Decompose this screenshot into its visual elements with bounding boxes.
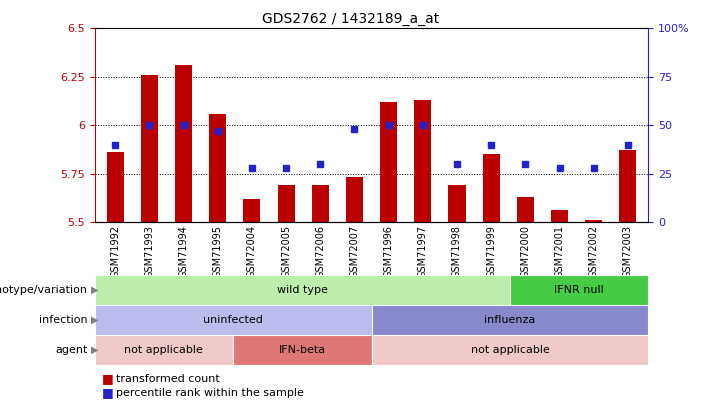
Text: GDS2762 / 1432189_a_at: GDS2762 / 1432189_a_at bbox=[262, 12, 439, 26]
Text: IFNR null: IFNR null bbox=[554, 285, 604, 295]
Text: ▶: ▶ bbox=[91, 285, 99, 295]
Text: infection: infection bbox=[39, 315, 88, 325]
Bar bbox=[510, 275, 648, 305]
Text: wild type: wild type bbox=[277, 285, 328, 295]
Bar bbox=[107, 152, 123, 222]
Text: IFN-beta: IFN-beta bbox=[279, 345, 326, 355]
Bar bbox=[243, 199, 261, 222]
Text: not applicable: not applicable bbox=[124, 345, 203, 355]
Bar bbox=[346, 177, 363, 222]
Bar bbox=[95, 275, 510, 305]
Bar bbox=[372, 305, 648, 335]
Text: percentile rank within the sample: percentile rank within the sample bbox=[116, 388, 304, 398]
Text: ▶: ▶ bbox=[91, 315, 99, 325]
Bar bbox=[414, 100, 431, 222]
Bar bbox=[95, 335, 233, 364]
Text: ■: ■ bbox=[102, 386, 114, 399]
Bar bbox=[620, 150, 637, 222]
Text: ■: ■ bbox=[102, 372, 114, 385]
Bar bbox=[517, 197, 534, 222]
Bar bbox=[278, 185, 294, 222]
Bar bbox=[551, 210, 568, 222]
Text: transformed count: transformed count bbox=[116, 374, 219, 384]
Bar bbox=[209, 113, 226, 222]
Bar bbox=[233, 335, 372, 364]
Bar bbox=[449, 185, 465, 222]
Bar bbox=[312, 185, 329, 222]
Text: influenza: influenza bbox=[484, 315, 536, 325]
Text: ▶: ▶ bbox=[91, 345, 99, 355]
Bar bbox=[380, 102, 397, 222]
Text: genotype/variation: genotype/variation bbox=[0, 285, 88, 295]
Text: uninfected: uninfected bbox=[203, 315, 263, 325]
Bar bbox=[141, 75, 158, 222]
Text: agent: agent bbox=[55, 345, 88, 355]
Bar bbox=[585, 220, 602, 222]
Bar bbox=[95, 305, 372, 335]
Bar bbox=[175, 65, 192, 222]
Bar bbox=[372, 335, 648, 364]
Bar bbox=[482, 154, 500, 222]
Text: not applicable: not applicable bbox=[470, 345, 550, 355]
